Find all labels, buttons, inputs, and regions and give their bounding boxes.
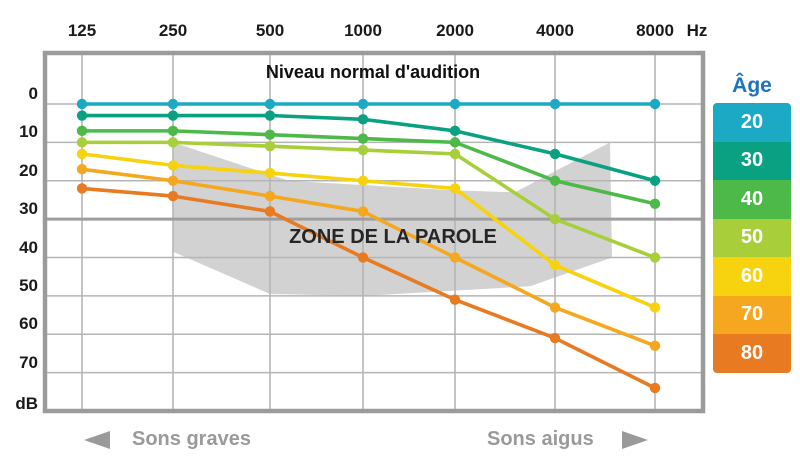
legend-swatch-age-30: 30 [713,141,791,180]
series-dot-age-80 [357,252,369,263]
series-dot-age-50 [76,137,88,148]
x-axis-tick: 500 [255,21,285,40]
series-dot-age-20 [549,98,561,110]
legend: Âge 20 30 40 50 60 70 80 [713,72,791,373]
series-dot-age-20 [449,98,461,110]
series-dot-age-70 [264,190,276,202]
low-frequency-label: Sons graves [132,428,251,450]
x-axis-tick: 125 [67,21,97,40]
series-dot-age-20 [264,98,276,110]
x-axis-tick: 250 [158,21,188,40]
series-dot-age-70 [649,340,661,351]
series-dot-age-30 [357,114,369,125]
legend-swatch-age-20: 20 [713,103,791,142]
high-frequency-arrow-icon [622,431,648,449]
series-dot-age-70 [167,175,179,186]
series-dot-age-30 [649,175,661,186]
series-dot-age-30 [76,110,88,121]
legend-swatch-label: 50 [740,226,764,249]
series-dot-age-80 [649,382,661,394]
y-axis-tick: 30 [19,199,38,219]
series-dot-age-70 [76,164,88,175]
legend-swatch-age-40: 40 [713,180,791,219]
high-frequency-label: Sons aigus [487,428,594,450]
speech-zone-label: ZONE DE LA PAROLE [289,226,497,248]
legend-swatch-label: 20 [740,110,764,133]
legend-swatch-label: 70 [740,303,764,326]
legend-swatch-label: 30 [740,149,764,172]
series-dot-age-50 [357,144,369,156]
low-frequency-arrow-icon [84,431,110,449]
series-dot-age-70 [549,302,561,313]
series-dot-age-40 [76,125,88,137]
series-dot-age-80 [167,190,179,202]
series-dot-age-20 [357,98,369,110]
series-dot-age-60 [449,183,461,194]
series-dot-age-50 [649,252,661,263]
legend-swatch-age-50: 50 [713,218,791,257]
series-dot-age-30 [264,110,276,121]
series-dot-age-40 [357,133,369,144]
chart-title: Niveau normal d'audition [265,62,481,82]
legend-swatch-age-80: 80 [713,334,791,373]
series-dot-age-80 [76,183,88,194]
y-axis-tick: 20 [19,160,38,180]
legend-stack: 20 30 40 50 60 70 80 [713,103,791,373]
legend-swatch-label: 40 [740,187,764,210]
series-dot-age-20 [167,98,179,110]
series-dot-age-60 [167,160,179,171]
series-dot-age-50 [264,141,276,152]
x-axis-unit: Hz [686,21,708,40]
series-dot-age-80 [264,206,276,217]
y-axis-tick: 10 [19,122,38,142]
legend-swatch-age-60: 60 [713,257,791,296]
plot-border [42,50,706,414]
series-dot-age-40 [549,175,561,186]
y-axis-tick: 40 [19,237,38,257]
series-dot-age-30 [167,110,179,121]
x-axis-tick: 4000 [536,21,574,40]
series-dot-age-70 [357,206,369,217]
series-dot-age-40 [449,137,461,148]
y-axis-unit: dB [15,394,38,413]
series-dot-age-60 [649,302,661,313]
series-dot-age-50 [449,148,461,160]
series-dot-age-40 [167,125,179,137]
series-dot-age-60 [76,148,88,160]
series-dot-age-80 [549,332,561,344]
series-dot-age-80 [449,294,461,305]
series-dot-age-20 [649,98,661,110]
series-dot-age-50 [167,137,179,148]
series-dot-age-40 [649,198,661,209]
legend-swatch-label: 60 [740,264,764,287]
series-dot-age-20 [76,98,88,110]
x-axis-tick: 2000 [436,21,474,40]
series-dot-age-60 [357,175,369,186]
x-axis-tick: 8000 [636,21,674,40]
y-axis-tick: 50 [19,275,38,295]
y-axis-tick: 70 [19,352,38,372]
y-axis-tick: 0 [28,84,38,103]
series-dot-age-60 [549,259,561,271]
series-dot-age-70 [449,252,461,263]
legend-swatch-age-70: 70 [713,295,791,334]
series-dot-age-40 [264,129,276,140]
series-dot-age-50 [549,213,561,225]
series-dot-age-30 [549,148,561,160]
series-dot-age-30 [449,125,461,137]
series-dot-age-60 [264,167,276,179]
legend-title: Âge [732,74,772,97]
legend-swatch-label: 80 [740,341,764,364]
x-axis-tick: 1000 [344,21,382,40]
y-axis-tick: 60 [19,314,38,334]
